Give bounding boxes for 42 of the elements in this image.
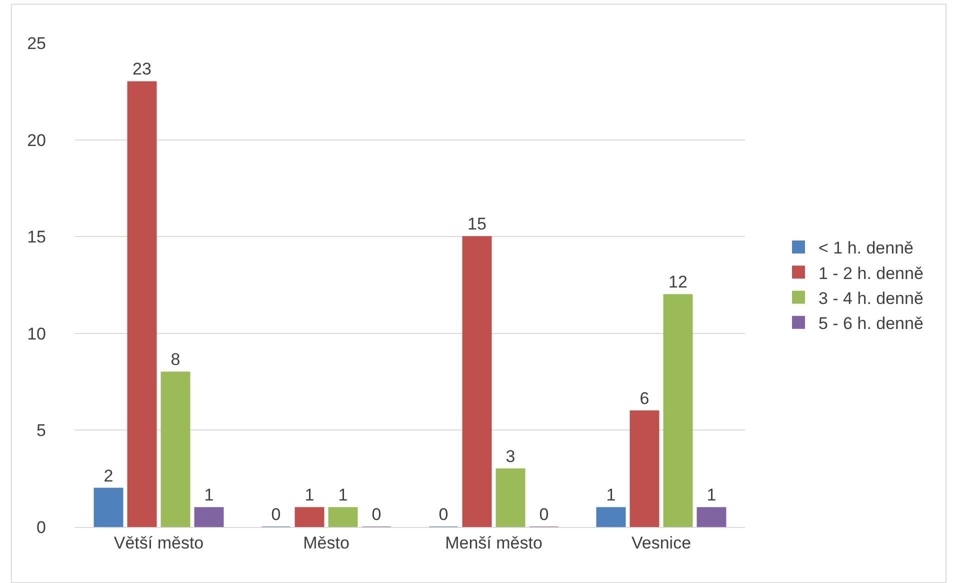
y-tick-label: 0 [36, 518, 46, 537]
bar [294, 507, 324, 527]
y-tick-label: 10 [27, 324, 46, 344]
y-tick-label: 5 [36, 421, 46, 440]
bar [630, 410, 660, 527]
legend-label: 5 - 6 h. denně [818, 314, 924, 333]
data-label: 23 [132, 60, 152, 79]
data-label: 8 [170, 350, 180, 370]
data-label: 12 [668, 272, 688, 292]
y-tick-label: 15 [27, 228, 46, 247]
data-label: 1 [706, 486, 716, 505]
x-tick-label: Město [303, 533, 350, 552]
data-label: 3 [506, 446, 516, 466]
y-tick-label: 20 [27, 130, 46, 150]
bar [696, 507, 726, 527]
x-tick-label: Větší město [114, 533, 204, 552]
data-label: 0 [539, 505, 549, 524]
x-tick-label: Menší město [445, 533, 542, 552]
data-label: 1 [204, 486, 214, 505]
bar [127, 81, 157, 527]
data-label: 1 [304, 486, 314, 505]
bar [462, 236, 492, 527]
data-label: 1 [338, 486, 348, 505]
bar [596, 507, 626, 527]
bar [194, 507, 224, 527]
bar [663, 294, 693, 527]
data-label: 6 [640, 388, 650, 408]
y-tick-label: 25 [27, 34, 46, 53]
data-label: 0 [372, 505, 382, 524]
bar [328, 507, 358, 527]
bar [160, 372, 190, 527]
legend-label: 3 - 4 h. denně [818, 288, 924, 308]
x-tick-label: Vesnice [631, 533, 692, 552]
data-label: 0 [271, 505, 281, 524]
data-label: 0 [438, 505, 448, 524]
bar [496, 468, 526, 527]
legend-label: < 1 h. denně [818, 238, 914, 258]
legend-label: 1 - 2 h. denně [818, 264, 924, 283]
data-label: 2 [104, 466, 114, 486]
data-label: 1 [606, 486, 616, 505]
bar [94, 488, 124, 527]
data-label: 15 [468, 214, 486, 234]
